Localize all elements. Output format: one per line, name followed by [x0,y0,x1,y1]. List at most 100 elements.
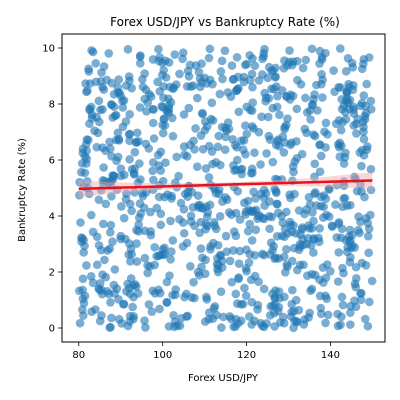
scatter-point [354,225,363,235]
scatter-point [242,266,251,276]
scatter-point [146,92,156,101]
scatter-point [161,73,171,82]
scatter-point [217,122,227,132]
scatter-point [339,268,348,278]
scatter-point [201,255,210,265]
scatter-point [98,82,107,92]
scatter-point [79,311,88,320]
scatter-point [179,228,189,238]
scatter-point [338,300,348,310]
scatter-point [298,63,308,73]
scatter-point [309,248,318,257]
scatter-point [280,124,289,134]
scatter-point [182,152,192,161]
scatter-point [235,246,245,256]
scatter-point [356,289,365,298]
y-tick-label: 0 [49,324,55,335]
scatter-point [77,159,87,168]
scatter-point [348,241,357,250]
scatter-point [338,202,347,212]
scatter-point [154,44,163,54]
scatter-point [282,245,291,254]
scatter-point [290,316,299,325]
x-tick-label: 100 [153,350,172,361]
scatter-point [247,69,257,79]
x-axis-title: Forex USD/JPY [188,373,259,384]
scatter-point [321,118,331,128]
scatter-point [306,115,315,124]
scatter-point [231,140,240,150]
scatter-point [362,79,371,89]
scatter-point [156,220,166,230]
scatter-point [334,248,344,257]
scatter-point [201,164,211,173]
scatter-point [334,218,344,227]
scatter-point [122,189,131,198]
scatter-point [352,186,362,196]
scatter-point [112,156,121,166]
scatter-point [128,302,137,312]
y-axis-title: Bankruptcy Rate (%) [17,138,28,242]
scatter-point [192,162,202,171]
y-tick-label: 8 [49,100,55,111]
scatter-point [357,161,366,171]
scatter-point [157,58,167,68]
scatter-point [251,225,261,235]
scatter-point [76,167,86,177]
scatter-point [273,91,282,101]
scatter-point [165,271,174,280]
scatter-point [293,265,302,275]
scatter-point [333,321,343,331]
scatter-point [162,298,172,307]
scatter-points [75,44,377,333]
scatter-point [247,236,257,245]
scatter-point [160,243,169,253]
scatter-point [221,231,231,241]
scatter-point [302,108,312,117]
scatter-point [83,86,92,96]
scatter-point [351,302,361,312]
scatter-point [359,150,369,160]
scatter-point [354,212,363,221]
scatter-point [277,86,287,95]
scatter-point [168,131,178,141]
scatter-point [92,260,102,270]
scatter-point [189,136,198,146]
scatter-point [114,136,124,145]
scatter-point [140,226,150,236]
scatter-point [176,198,186,208]
scatter-point [190,145,199,154]
scatter-point [299,260,308,270]
scatter-point [95,316,105,326]
scatter-point [79,298,89,308]
scatter-point [273,208,283,218]
scatter-point [87,307,96,316]
scatter-point [258,54,267,64]
scatter-point [110,265,120,274]
scatter-point [302,128,311,138]
scatter-point [231,289,241,299]
scatter-point [88,278,98,288]
scatter-point [287,227,297,237]
scatter-point [213,142,223,152]
scatter-point [238,145,248,154]
scatter-point [174,171,183,181]
scatter-point [310,90,319,99]
scatter-point [290,189,299,199]
scatter-point [319,191,329,200]
scatter-point [136,51,145,60]
scatter-point [76,218,85,227]
scatter-point [256,318,265,328]
scatter-point [80,291,90,301]
scatter-point [218,74,227,84]
x-tick-label: 120 [237,350,256,361]
scatter-point [130,188,139,197]
scatter-point [329,66,338,75]
scatter-point [352,129,361,138]
scatter-point [225,312,235,321]
scatter-point [93,128,103,138]
scatter-point [308,208,317,217]
scatter-point [222,247,232,256]
scatter-point [112,284,122,293]
